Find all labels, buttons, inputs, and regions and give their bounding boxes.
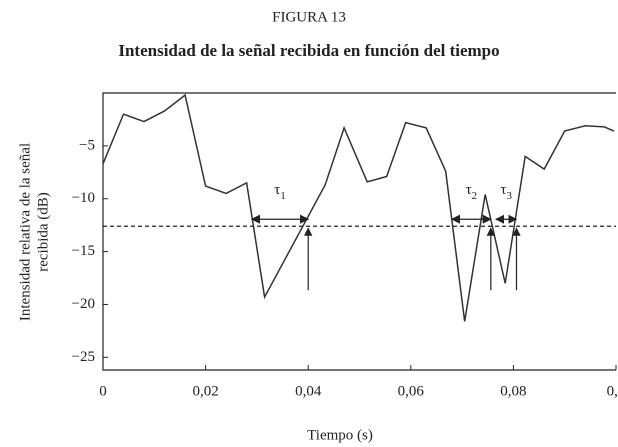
- x-tick-label: 0,1: [607, 383, 618, 399]
- y-tick-label: −25: [72, 349, 95, 365]
- interval-symbol: τ: [466, 183, 472, 199]
- interval-symbol: τ: [274, 183, 280, 199]
- interval-label: τ1: [274, 183, 286, 202]
- x-tick-label: 0,08: [500, 383, 526, 399]
- x-tick-label: 0,02: [192, 383, 218, 399]
- interval-label: τ2: [466, 183, 478, 202]
- interval-index: 3: [506, 190, 512, 202]
- y-tick-label: −10: [72, 190, 95, 206]
- interval-symbol: τ: [500, 183, 506, 199]
- y-tick-label: −15: [72, 243, 95, 259]
- x-axis-label: Tiempo (s): [307, 427, 373, 443]
- x-tick-label: 0,06: [398, 383, 425, 399]
- data-line: [102, 93, 615, 322]
- y-tick-label: −5: [79, 137, 95, 153]
- x-tick-label: 0,04: [295, 383, 322, 399]
- interval-label: τ3: [500, 183, 512, 202]
- y-axis-label: recibida (dB): [35, 192, 51, 272]
- x-tick-label: 0: [99, 383, 107, 399]
- chart-title: Intensidad de la señal recibida en funci…: [118, 41, 499, 60]
- y-tick-label: −20: [72, 296, 95, 312]
- figure-label: FIGURA 13: [272, 9, 346, 25]
- y-axis-label: Intensidad relativa de la señal: [17, 143, 33, 321]
- interval-index: 1: [280, 190, 286, 202]
- interval-index: 2: [472, 190, 478, 202]
- axis-frame: [102, 92, 616, 371]
